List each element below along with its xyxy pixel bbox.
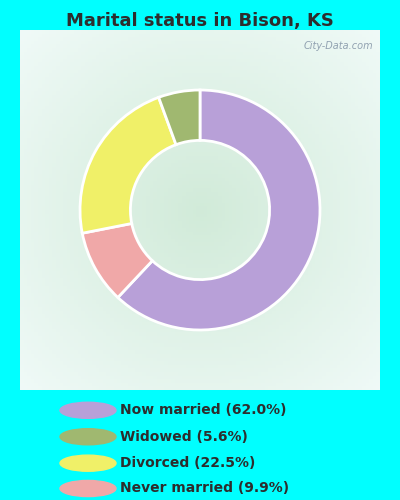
Circle shape (60, 480, 116, 496)
Wedge shape (80, 98, 176, 233)
Text: Never married (9.9%): Never married (9.9%) (120, 482, 289, 496)
Wedge shape (159, 90, 200, 144)
Circle shape (60, 455, 116, 471)
Text: Widowed (5.6%): Widowed (5.6%) (120, 430, 248, 444)
Text: City-Data.com: City-Data.com (303, 41, 373, 51)
Circle shape (60, 402, 116, 418)
Text: Now married (62.0%): Now married (62.0%) (120, 404, 286, 417)
Circle shape (60, 428, 116, 445)
Wedge shape (82, 224, 152, 298)
Text: Marital status in Bison, KS: Marital status in Bison, KS (66, 12, 334, 30)
Text: Divorced (22.5%): Divorced (22.5%) (120, 456, 255, 470)
Wedge shape (118, 90, 320, 330)
